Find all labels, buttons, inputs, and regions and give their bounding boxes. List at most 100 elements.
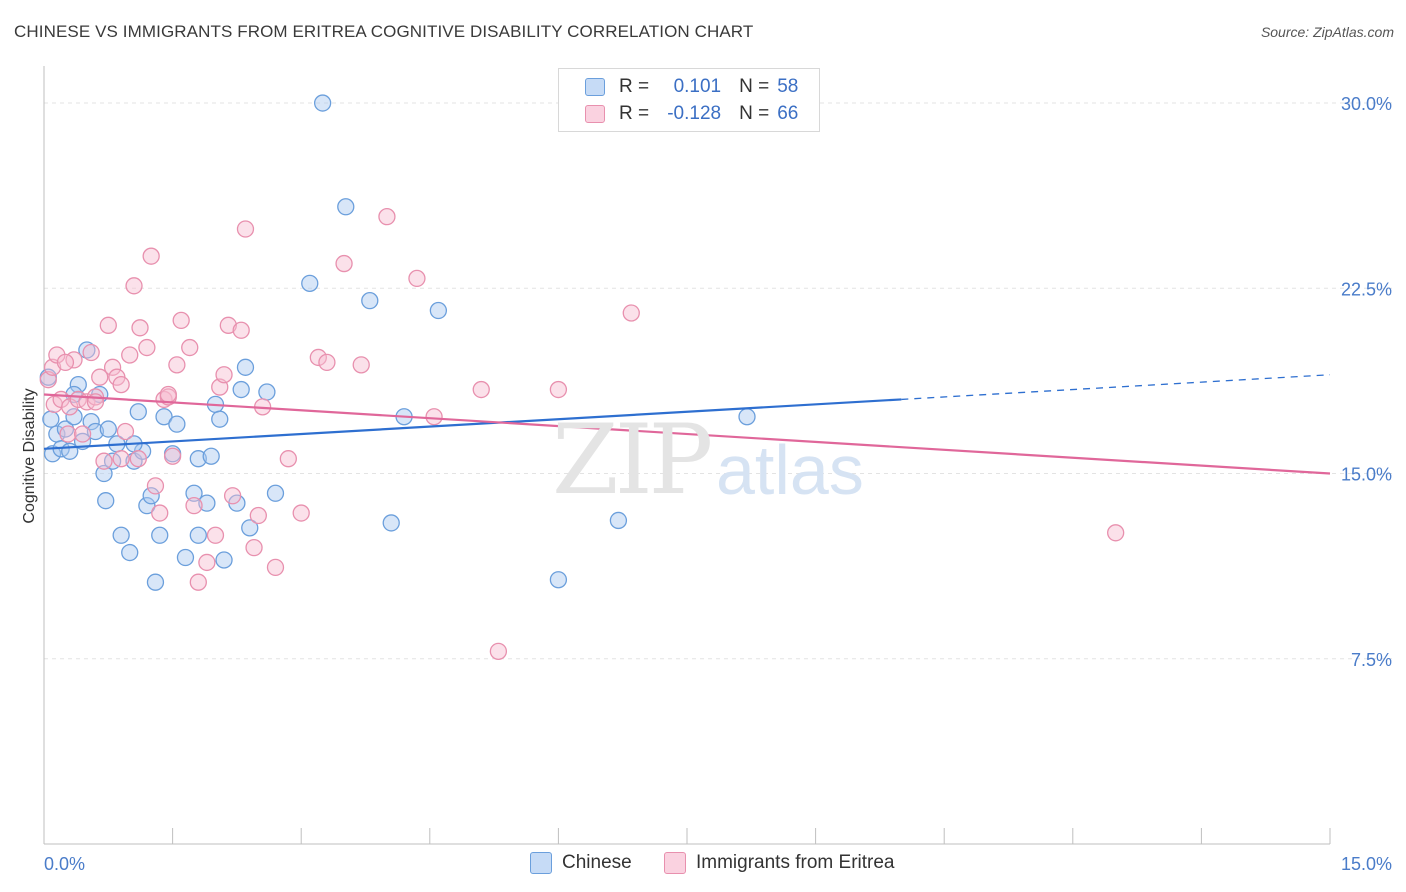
x-tick-label: 0.0% [44, 854, 85, 874]
point-chinese [258, 383, 276, 401]
point-eritrea [142, 247, 160, 265]
point-eritrea [172, 311, 190, 330]
point-eritrea [318, 353, 336, 372]
point-eritrea [163, 447, 182, 465]
point-eritrea [146, 477, 165, 495]
legend-n-value: 66 [777, 103, 799, 124]
point-eritrea [489, 642, 508, 661]
point-chinese [112, 526, 130, 544]
point-eritrea [129, 450, 147, 468]
data-points [39, 94, 1125, 661]
point-chinese [82, 413, 100, 431]
point-chinese [738, 408, 756, 426]
point-chinese [202, 447, 220, 465]
trend-line-chinese [43, 398, 902, 450]
legend-r-label: R = [619, 103, 650, 124]
point-chinese [129, 403, 147, 421]
point-eritrea [185, 496, 203, 515]
x-tick-labels: 0.0% 15.0% [44, 854, 1392, 874]
point-eritrea [335, 254, 353, 273]
point-eritrea [131, 319, 149, 337]
legend-item-eritrea[interactable]: Immigrants from Eritrea [664, 852, 894, 874]
point-chinese [99, 420, 117, 438]
point-chinese [168, 415, 186, 433]
legend-r-label: R = [619, 76, 650, 97]
legend-swatch-chinese [585, 78, 605, 96]
point-eritrea [219, 316, 237, 334]
point-eritrea [223, 487, 242, 505]
point-eritrea [181, 338, 199, 357]
legend-item-chinese[interactable]: Chinese [530, 852, 632, 874]
legend-r-value: 0.101 [673, 76, 722, 97]
point-chinese [185, 484, 203, 502]
point-chinese [198, 494, 216, 512]
point-chinese [301, 274, 319, 292]
y-tick-label: 7.5% [1351, 650, 1392, 670]
point-eritrea [472, 380, 490, 399]
point-chinese [176, 548, 195, 567]
point-chinese [65, 408, 83, 426]
axes [43, 66, 1331, 845]
legend-n-label: N = [739, 103, 770, 124]
legend-swatch-eritrea [664, 852, 686, 874]
point-chinese [361, 291, 379, 310]
point-eritrea [73, 425, 92, 443]
source-label: Source: ZipAtlas.com [1260, 24, 1394, 40]
point-eritrea [151, 504, 169, 522]
legend-n-label: N = [739, 76, 770, 97]
point-eritrea [112, 375, 130, 394]
point-eritrea [168, 356, 186, 374]
point-eritrea [425, 408, 443, 426]
point-eritrea [249, 506, 267, 525]
point-chinese [56, 420, 75, 438]
point-eritrea [82, 343, 100, 362]
point-chinese [189, 450, 207, 468]
point-chinese [42, 410, 60, 428]
point-chinese [69, 375, 87, 394]
point-eritrea [215, 366, 233, 384]
y-axis-label: Cognitive Disability [21, 388, 38, 523]
point-chinese [236, 358, 255, 376]
point-chinese [142, 487, 160, 505]
point-chinese [215, 551, 233, 569]
legend-label-chinese: Chinese [562, 852, 632, 873]
point-chinese [146, 573, 165, 591]
point-chinese [155, 408, 173, 426]
y-tick-label: 15.0% [1341, 465, 1392, 485]
point-eritrea [56, 353, 75, 372]
point-eritrea [189, 573, 207, 591]
point-chinese [241, 519, 259, 537]
point-eritrea [309, 348, 327, 367]
correlation-legend: R = 0.101 N = 58 R = -0.128 N = 66 [558, 68, 820, 132]
point-eritrea [103, 358, 122, 376]
legend-row-eritrea: R = -0.128 N = 66 [585, 102, 798, 126]
y-tick-label: 30.0% [1341, 94, 1392, 114]
point-chinese [97, 492, 115, 510]
legend-row-chinese: R = 0.101 N = 58 [585, 75, 798, 99]
point-eritrea [95, 452, 113, 470]
point-chinese [382, 514, 400, 532]
legend-n-value: 58 [777, 76, 799, 97]
point-eritrea [266, 558, 285, 577]
point-eritrea [138, 338, 156, 357]
point-chinese [313, 94, 332, 112]
legend-label-eritrea: Immigrants from Eritrea [696, 852, 895, 873]
point-chinese [211, 410, 229, 428]
point-eritrea [549, 380, 568, 399]
point-eritrea [232, 321, 250, 339]
gridlines [44, 102, 1394, 660]
point-eritrea [408, 269, 426, 288]
y-tick-label: 22.5% [1341, 279, 1392, 299]
point-chinese [43, 445, 62, 463]
trend-line-eritrea [43, 393, 1331, 475]
watermark-zip: ZIP [552, 404, 713, 516]
legend-swatch-chinese [530, 852, 552, 874]
point-eritrea [292, 504, 310, 522]
point-eritrea [1107, 524, 1125, 542]
point-eritrea [622, 304, 640, 322]
point-eritrea [91, 368, 109, 386]
point-chinese [549, 571, 568, 589]
point-eritrea [112, 450, 130, 468]
point-chinese [95, 464, 113, 483]
